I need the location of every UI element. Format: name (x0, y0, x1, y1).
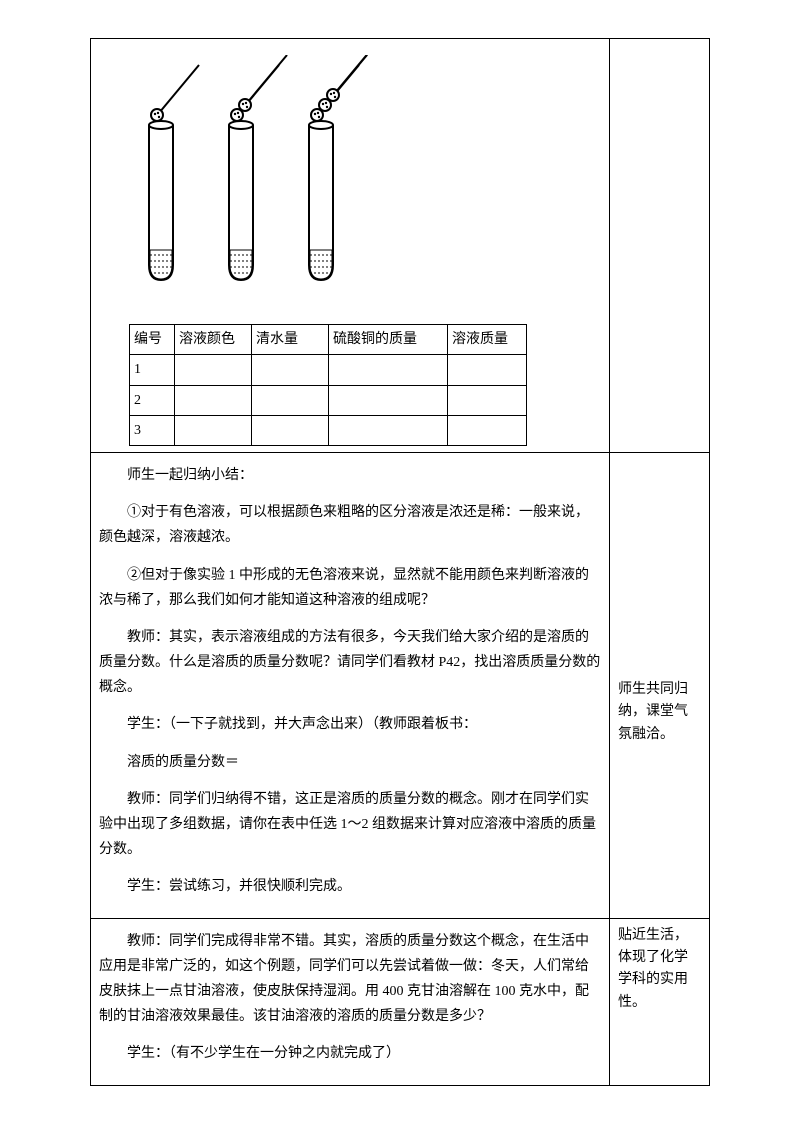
summary-p6: 教师：同学们归纳得不错，这正是溶质的质量分数的概念。刚才在同学们实验中出现了多组… (99, 787, 601, 863)
table-header-row: 编号 溶液颜色 清水量 硫酸铜的质量 溶液质量 (130, 325, 527, 355)
td-no: 2 (130, 385, 175, 415)
outer-table: 编号 溶液颜色 清水量 硫酸铜的质量 溶液质量 1 2 (90, 38, 710, 1086)
side-note-1: 师生共同归纳，课堂气氛融洽。 (618, 679, 701, 746)
app-p1: 教师：同学们完成得非常不错。其实，溶质的质量分数这个概念，在生活中应用是非常广泛… (99, 929, 601, 1030)
summary-p4: 学生：（一下子就找到，并大声念出来）（教师跟着板书： (99, 712, 601, 737)
td-no: 1 (130, 355, 175, 385)
cell-side-app: 贴近生活，体现了化学学科的实用性。 (609, 918, 709, 1085)
page: 编号 溶液颜色 清水量 硫酸铜的质量 溶液质量 1 2 (0, 0, 800, 1132)
th-cuso4: 硫酸铜的质量 (329, 325, 448, 355)
cell-side-summary: 师生共同归纳，课堂气氛融洽。 (609, 452, 709, 918)
summary-p1: ①对于有色溶液，可以根据颜色来粗略的区分溶液是浓还是稀：一般来说，颜色越深，溶液… (99, 500, 601, 550)
th-water: 清水量 (252, 325, 329, 355)
summary-p3: 教师：其实，表示溶液组成的方法有很多，今天我们给大家介绍的是溶质的质量分数。什么… (99, 625, 601, 701)
cell-application: 教师：同学们完成得非常不错。其实，溶质的质量分数这个概念，在生活中应用是非常广泛… (91, 918, 610, 1085)
th-color: 溶液颜色 (175, 325, 252, 355)
table-row: 1 (130, 355, 527, 385)
table-row: 3 (130, 415, 527, 445)
app-p2: 学生：（有不少学生在一分钟之内就完成了） (99, 1041, 601, 1066)
inner-data-table: 编号 溶液颜色 清水量 硫酸铜的质量 溶液质量 1 2 (129, 324, 527, 446)
summary-p5: 溶质的质量分数＝ (99, 750, 601, 775)
td-no: 3 (130, 415, 175, 445)
summary-p7: 学生：尝试练习，并很快顺利完成。 (99, 874, 601, 899)
cell-summary: 师生一起归纳小结： ①对于有色溶液，可以根据颜色来粗略的区分溶液是浓还是稀：一般… (91, 452, 610, 918)
summary-p2: ②但对于像实验 1 中形成的无色溶液来说，显然就不能用颜色来判断溶液的浓与稀了，… (99, 563, 601, 613)
cell-side-empty (609, 39, 709, 453)
summary-intro: 师生一起归纳小结： (99, 463, 601, 488)
th-mass: 溶液质量 (448, 325, 527, 355)
th-no: 编号 (130, 325, 175, 355)
table-row: 2 (130, 385, 527, 415)
cell-tubes: 编号 溶液颜色 清水量 硫酸铜的质量 溶液质量 1 2 (91, 39, 610, 453)
side-note-2: 贴近生活，体现了化学学科的实用性。 (618, 925, 701, 1015)
test-tubes-diagram (119, 55, 601, 304)
